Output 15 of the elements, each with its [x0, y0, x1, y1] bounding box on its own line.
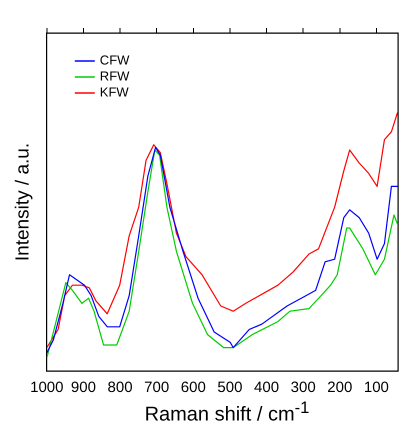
legend-label: RFW	[100, 68, 130, 84]
x-tick-label: 900	[70, 379, 96, 396]
x-tick-label: 500	[217, 379, 242, 396]
legend-label: CFW	[100, 52, 130, 68]
x-tick-label: 700	[144, 379, 170, 396]
x-axis-title: Raman shift / cm$^{-1}$	[144, 398, 310, 427]
legend-label: KFW	[100, 84, 130, 100]
x-tick-label: 800	[108, 379, 133, 396]
x-tick-label: 200	[327, 379, 352, 396]
y-axis-title: Intensity / a.u.	[12, 142, 34, 262]
x-tick-label: 100	[364, 379, 389, 396]
x-tick-label: 1000	[30, 379, 64, 396]
x-tick-label: 400	[254, 379, 280, 396]
x-tick-label: 300	[290, 379, 316, 396]
x-tick-label: 600	[180, 379, 206, 396]
